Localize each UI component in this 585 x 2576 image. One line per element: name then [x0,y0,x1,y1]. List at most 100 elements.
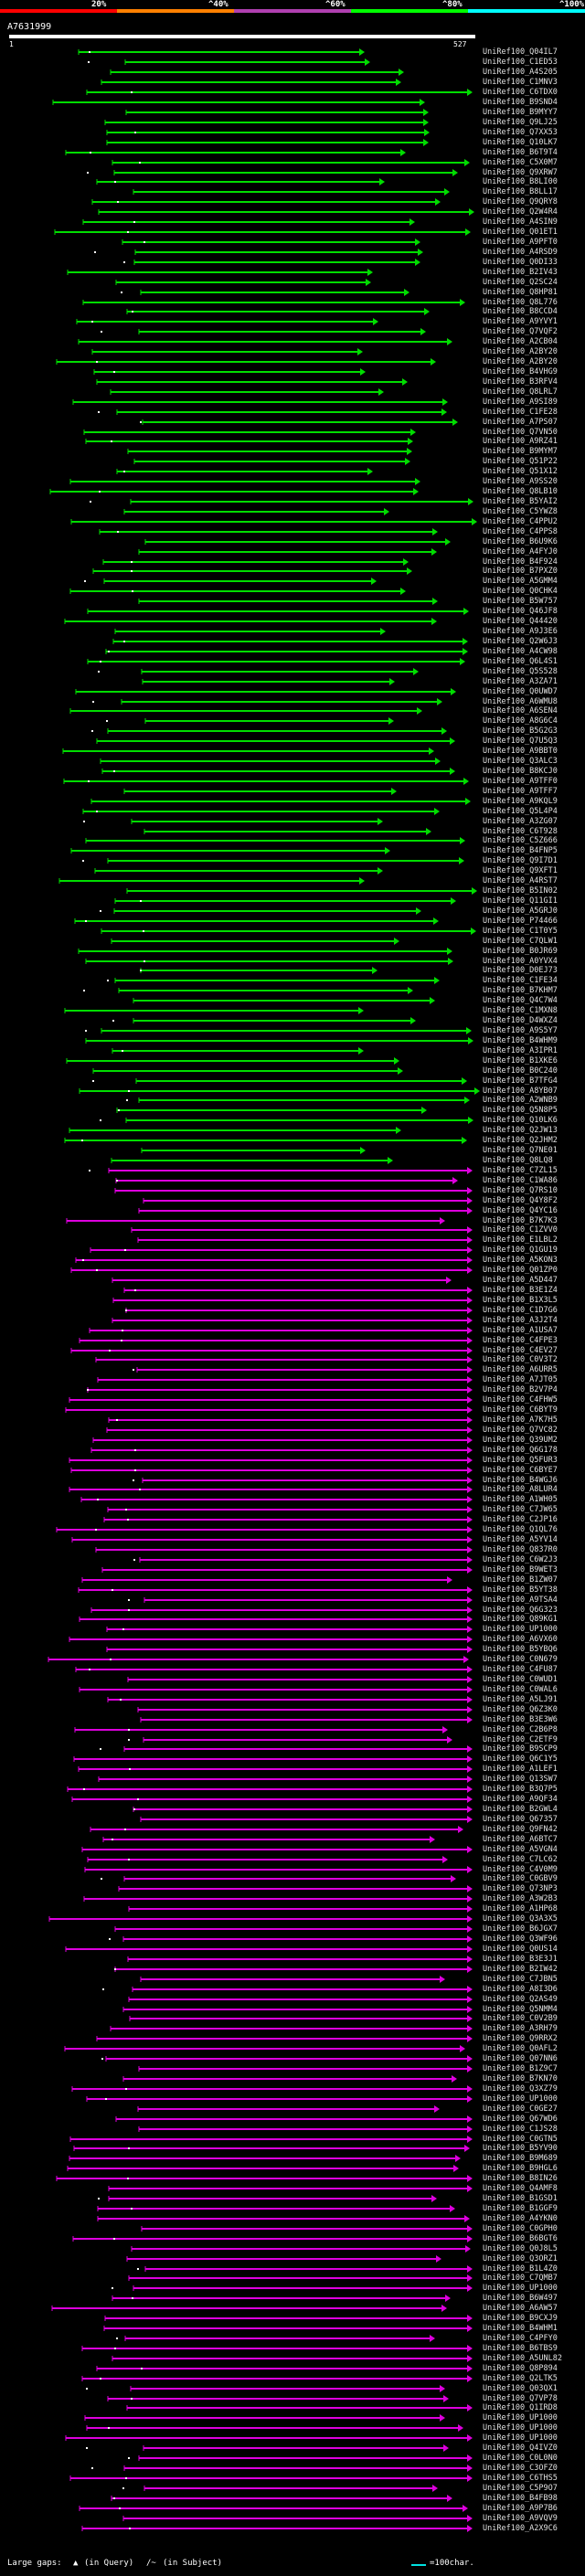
hit-label[interactable]: UniRef100_Q67WD6 [483,2115,558,2124]
hit-label[interactable]: UniRef100_A5LJ91 [483,1695,558,1704]
hit-label[interactable]: UniRef100_Q0UWD7 [483,687,558,696]
hit-label[interactable]: UniRef100_B0C240 [483,1066,558,1076]
hit-label[interactable]: UniRef100_Q5L4P4 [483,807,558,816]
hit-label[interactable]: UniRef100_Q5NMM4 [483,2005,558,2014]
hit-label[interactable]: UniRef100_B6T9T4 [483,148,558,157]
hit-label[interactable]: UniRef100_B2V7P4 [483,1385,558,1394]
hit-label[interactable]: UniRef100_A6BTC7 [483,1835,558,1844]
hit-label[interactable]: UniRef100_A3RH79 [483,2024,558,2033]
hit-label[interactable]: UniRef100_Q4IVZ0 [483,2443,558,2453]
hit-label[interactable]: UniRef100_Q6G323 [483,1606,558,1615]
hit-label[interactable]: UniRef100_C0WAL6 [483,1685,558,1694]
hit-label[interactable]: UniRef100_Q2JW13 [483,1126,558,1135]
hit-label[interactable]: UniRef100_Q0US14 [483,1945,558,1954]
hit-label[interactable]: UniRef100_A6VX60 [483,1635,558,1644]
hit-label[interactable]: UniRef100_Q6G178 [483,1446,558,1455]
hit-label[interactable]: UniRef100_E1LBL2 [483,1235,558,1245]
hit-label[interactable]: UniRef100_C1FE34 [483,976,558,985]
hit-label[interactable]: UniRef100_A9S5Y7 [483,1026,558,1035]
hit-label[interactable]: UniRef100_Q4Y8F2 [483,1196,558,1205]
hit-label[interactable]: UniRef100_B4WHM9 [483,1036,558,1045]
hit-label[interactable]: UniRef100_A9VQV9 [483,2514,558,2523]
hit-label[interactable]: UniRef100_C0N679 [483,1655,558,1664]
hit-label[interactable]: UniRef100_A5UNL82 [483,2354,562,2363]
hit-label[interactable]: UniRef100_UP1000 [483,2433,558,2443]
hit-label[interactable]: UniRef100_B4FB98 [483,2494,558,2503]
hit-label[interactable]: UniRef100_B3E1Z4 [483,1286,558,1295]
hit-label[interactable]: UniRef100_Q8HP81 [483,288,558,297]
hit-label[interactable]: UniRef100_C4PPU2 [483,517,558,526]
hit-label[interactable]: UniRef100_B4FNP5 [483,846,558,855]
hit-label[interactable]: UniRef100_A4CW98 [483,647,558,656]
hit-label[interactable]: UniRef100_A9TFF7 [483,787,558,796]
hit-label[interactable]: UniRef100_Q8LQ8 [483,1156,553,1165]
hit-label[interactable]: UniRef100_B7KHM7 [483,986,558,995]
hit-label[interactable]: UniRef100_A1WH05 [483,1495,558,1504]
hit-label[interactable]: UniRef100_Q2W6J3 [483,637,558,646]
hit-label[interactable]: UniRef100_C0GE27 [483,2104,558,2114]
hit-label[interactable]: UniRef100_C5P9O7 [483,2484,558,2493]
hit-label[interactable]: UniRef100_B1L4Z0 [483,2264,558,2274]
hit-label[interactable]: UniRef100_C6BYE7 [483,1466,558,1475]
hit-label[interactable]: UniRef100_B1ZW07 [483,1575,558,1585]
hit-label[interactable]: UniRef100_C2JP16 [483,1515,558,1524]
hit-label[interactable]: UniRef100_A6SEN4 [483,706,558,716]
hit-label[interactable]: UniRef100_Q7VQF2 [483,327,558,336]
hit-label[interactable]: UniRef100_Q67357 [483,1815,558,1824]
hit-label[interactable]: UniRef100_Q3ORZ1 [483,2254,558,2263]
hit-label[interactable]: UniRef100_B5IN02 [483,886,558,896]
hit-label[interactable]: UniRef100_C7ZL15 [483,1166,558,1175]
hit-label[interactable]: UniRef100_UP1000 [483,2413,558,2422]
hit-label[interactable]: UniRef100_B9M689 [483,2154,558,2163]
hit-label[interactable]: UniRef100_C7QMB7 [483,2274,558,2283]
hit-label[interactable]: UniRef100_Q6L4S1 [483,657,558,666]
hit-label[interactable]: UniRef100_B7KN70 [483,2074,558,2083]
hit-label[interactable]: UniRef100_B3E3J1 [483,1955,558,1964]
hit-label[interactable]: UniRef100_A0YVX4 [483,957,558,966]
hit-label[interactable]: UniRef100_C1JS28 [483,2125,558,2134]
hit-label[interactable]: UniRef100_C0GTN5 [483,2135,558,2144]
hit-label[interactable]: UniRef100_B5YT38 [483,1585,558,1595]
hit-label[interactable]: UniRef100_Q5S528 [483,667,558,676]
hit-label[interactable]: UniRef100_Q7VN50 [483,428,558,437]
hit-label[interactable]: UniRef100_B6U9K6 [483,537,558,546]
hit-label[interactable]: UniRef100_Q7RS10 [483,1186,558,1195]
hit-label[interactable]: UniRef100_B3E3W6 [483,1715,558,1724]
hit-label[interactable]: UniRef100_Q03QX1 [483,2384,558,2393]
hit-label[interactable]: UniRef100_Q2AS49 [483,1995,558,2004]
hit-label[interactable]: UniRef100_A8YB07 [483,1087,558,1096]
hit-label[interactable]: UniRef100_Q9RRX2 [483,2034,558,2043]
hit-label[interactable]: UniRef100_C1FE28 [483,408,558,417]
hit-label[interactable]: UniRef100_B5YAI2 [483,497,558,506]
hit-label[interactable]: UniRef100_A9BBT0 [483,747,558,756]
hit-label[interactable]: UniRef100_A1USA7 [483,1326,558,1335]
hit-label[interactable]: UniRef100_Q4C7W4 [483,996,558,1005]
hit-label[interactable]: UniRef100_A9TSA4 [483,1595,558,1605]
hit-label[interactable]: UniRef100_UP1000 [483,2284,558,2293]
hit-label[interactable]: UniRef100_Q51P22 [483,457,558,466]
hit-label[interactable]: UniRef100_C0GPH0 [483,2224,558,2233]
hit-label[interactable]: UniRef100_Q3A3X5 [483,1914,558,1924]
hit-label[interactable]: UniRef100_Q44420 [483,617,558,626]
hit-label[interactable]: UniRef100_A5GRJ0 [483,906,558,916]
hit-label[interactable]: UniRef100_A4YKN0 [483,2214,558,2223]
hit-label[interactable]: UniRef100_A7JT05 [483,1375,558,1384]
hit-label[interactable]: UniRef100_B8LI00 [483,177,558,186]
hit-label[interactable]: UniRef100_Q04IL7 [483,48,558,57]
hit-label[interactable]: UniRef100_C4EV27 [483,1346,558,1355]
hit-label[interactable]: UniRef100_C0V3T2 [483,1355,558,1364]
hit-label[interactable]: UniRef100_Q0DI33 [483,258,558,267]
hit-label[interactable]: UniRef100_A4RST7 [483,876,558,885]
hit-label[interactable]: UniRef100_P74466 [483,917,558,926]
hit-label[interactable]: UniRef100_Q0AFL2 [483,2044,558,2053]
hit-label[interactable]: UniRef100_Q2W4R4 [483,207,558,217]
hit-label[interactable]: UniRef100_Q5FUR3 [483,1456,558,1465]
hit-label[interactable]: UniRef100_Q8LB10 [483,487,558,496]
hit-label[interactable]: UniRef100_Q39UM2 [483,1436,558,1445]
hit-label[interactable]: UniRef100_B2GWL4 [483,1805,558,1814]
hit-label[interactable]: UniRef100_Q4YC16 [483,1206,558,1215]
hit-label[interactable]: UniRef100_Q51X12 [483,467,558,476]
hit-label[interactable]: UniRef100_UP1000 [483,1625,558,1634]
hit-label[interactable]: UniRef100_C4FU87 [483,1665,558,1674]
hit-label[interactable]: UniRef100_C6THS5 [483,2474,558,2483]
